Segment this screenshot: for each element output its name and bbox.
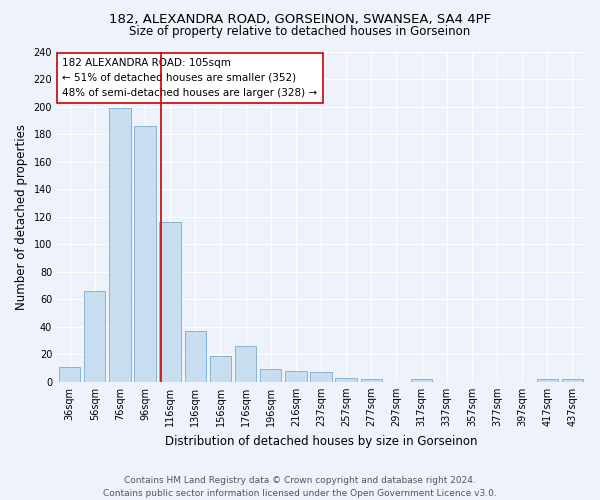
Bar — [310, 372, 332, 382]
Bar — [536, 379, 558, 382]
Bar — [335, 378, 357, 382]
Bar — [411, 379, 432, 382]
Bar — [210, 356, 231, 382]
Bar — [361, 379, 382, 382]
Bar — [235, 346, 256, 382]
Y-axis label: Number of detached properties: Number of detached properties — [15, 124, 28, 310]
Text: Contains HM Land Registry data © Crown copyright and database right 2024.
Contai: Contains HM Land Registry data © Crown c… — [103, 476, 497, 498]
Bar — [562, 379, 583, 382]
Bar — [134, 126, 156, 382]
Text: 182, ALEXANDRA ROAD, GORSEINON, SWANSEA, SA4 4PF: 182, ALEXANDRA ROAD, GORSEINON, SWANSEA,… — [109, 12, 491, 26]
Bar — [285, 371, 307, 382]
Text: Size of property relative to detached houses in Gorseinon: Size of property relative to detached ho… — [130, 25, 470, 38]
Bar — [84, 291, 106, 382]
Bar — [109, 108, 131, 382]
Bar — [260, 370, 281, 382]
Bar — [59, 366, 80, 382]
Bar — [160, 222, 181, 382]
Bar — [185, 331, 206, 382]
Text: 182 ALEXANDRA ROAD: 105sqm
← 51% of detached houses are smaller (352)
48% of sem: 182 ALEXANDRA ROAD: 105sqm ← 51% of deta… — [62, 58, 317, 98]
X-axis label: Distribution of detached houses by size in Gorseinon: Distribution of detached houses by size … — [165, 434, 477, 448]
